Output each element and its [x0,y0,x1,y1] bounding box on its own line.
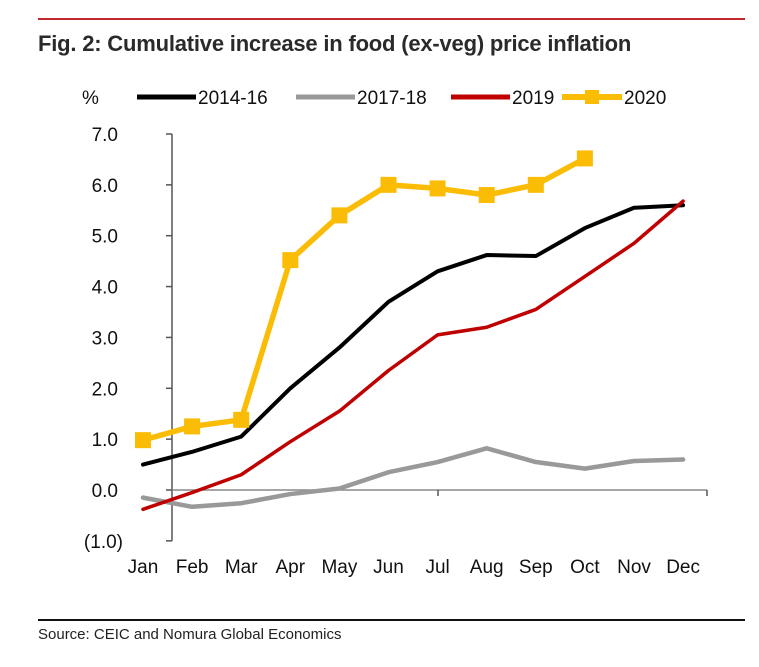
x-tick-label: Mar [225,557,258,578]
y-unit-label: % [82,88,99,109]
data-point-2020 [331,207,348,224]
y-tick-label: 0.0 [92,481,118,502]
y-tick-label: 2.0 [92,379,118,400]
data-point-2020 [478,187,495,204]
legend-label-2020: 2020 [624,88,666,109]
x-tick-label: Jun [373,557,404,578]
series-line-2017-18 [140,446,686,510]
legend-label-2014-16: 2014-16 [198,88,268,109]
data-point-2020 [527,176,544,193]
y-tick-label: 4.0 [92,278,118,299]
x-tick-label: Sep [519,557,553,578]
y-tick-label: 6.0 [92,176,118,197]
axes: (1.0) 0.0 1.0 2.0 3.0 4.0 5.0 6.0 7.0 Jan Feb Mar Ap… [84,125,708,578]
data-point-2020 [135,432,151,449]
y-tick-label: 7.0 [92,125,118,146]
data-point-2020 [429,180,446,197]
legend-label-2019: 2019 [512,88,554,109]
top-rule [38,18,745,20]
x-tick-label: Feb [176,557,209,578]
y-tick-label: 3.0 [92,328,118,349]
x-tick-label: Nov [617,557,651,578]
x-tick-label: Oct [570,557,600,578]
legend-marker-2020 [585,90,599,104]
data-point-2020 [576,150,593,167]
source-note: Source: CEIC and Nomura Global Economics [38,626,342,643]
series-group [135,150,686,512]
x-tick-label: May [321,557,357,578]
x-tick-label: Jan [128,557,159,578]
legend: % 2014-16 2017-18 2019 2020 [82,88,666,109]
y-tick-label: 1.0 [92,430,118,451]
legend-label-2017-18: 2017-18 [357,88,427,109]
data-point-2020 [282,252,299,269]
x-tick-label: Apr [276,557,306,578]
data-point-2020 [233,411,250,428]
series-line-2019 [141,199,685,512]
y-tick-label: 5.0 [92,227,118,248]
x-tick-label: Jul [425,557,449,578]
x-tick-label: Aug [470,557,504,578]
series-line-2020 [140,155,588,443]
bottom-rule [38,619,745,621]
x-tick-label: Dec [666,557,700,578]
chart-title: Fig. 2: Cumulative increase in food (ex-… [38,31,632,56]
y-tick-label: (1.0) [84,532,123,553]
data-point-2020 [380,176,397,193]
series-line-2014-16 [141,203,686,467]
data-point-2020 [184,418,201,435]
